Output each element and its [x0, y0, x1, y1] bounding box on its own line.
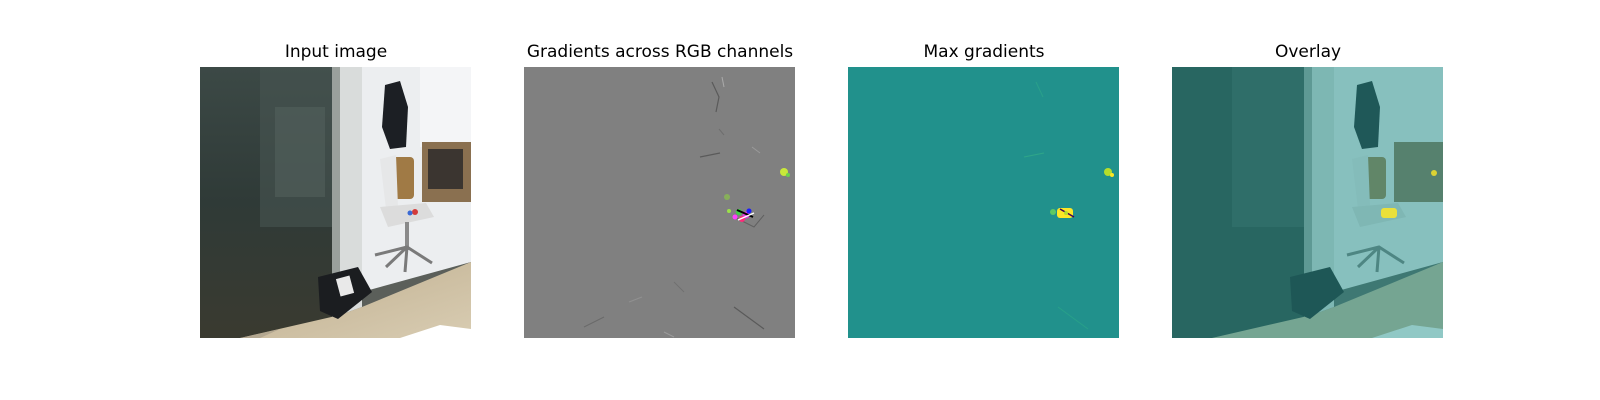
- gradients-rgb-map: [524, 67, 795, 338]
- panel-title-input: Input image: [284, 42, 388, 62]
- panel-title-overlay: Overlay: [1274, 42, 1342, 62]
- overlay-image: [1172, 67, 1443, 338]
- max-gradients-map: [848, 67, 1119, 338]
- panel-title-gradients: Gradients across RGB channels: [526, 42, 794, 62]
- panel-title-max-gradients: Max gradients: [923, 42, 1045, 62]
- input-image: [200, 67, 471, 338]
